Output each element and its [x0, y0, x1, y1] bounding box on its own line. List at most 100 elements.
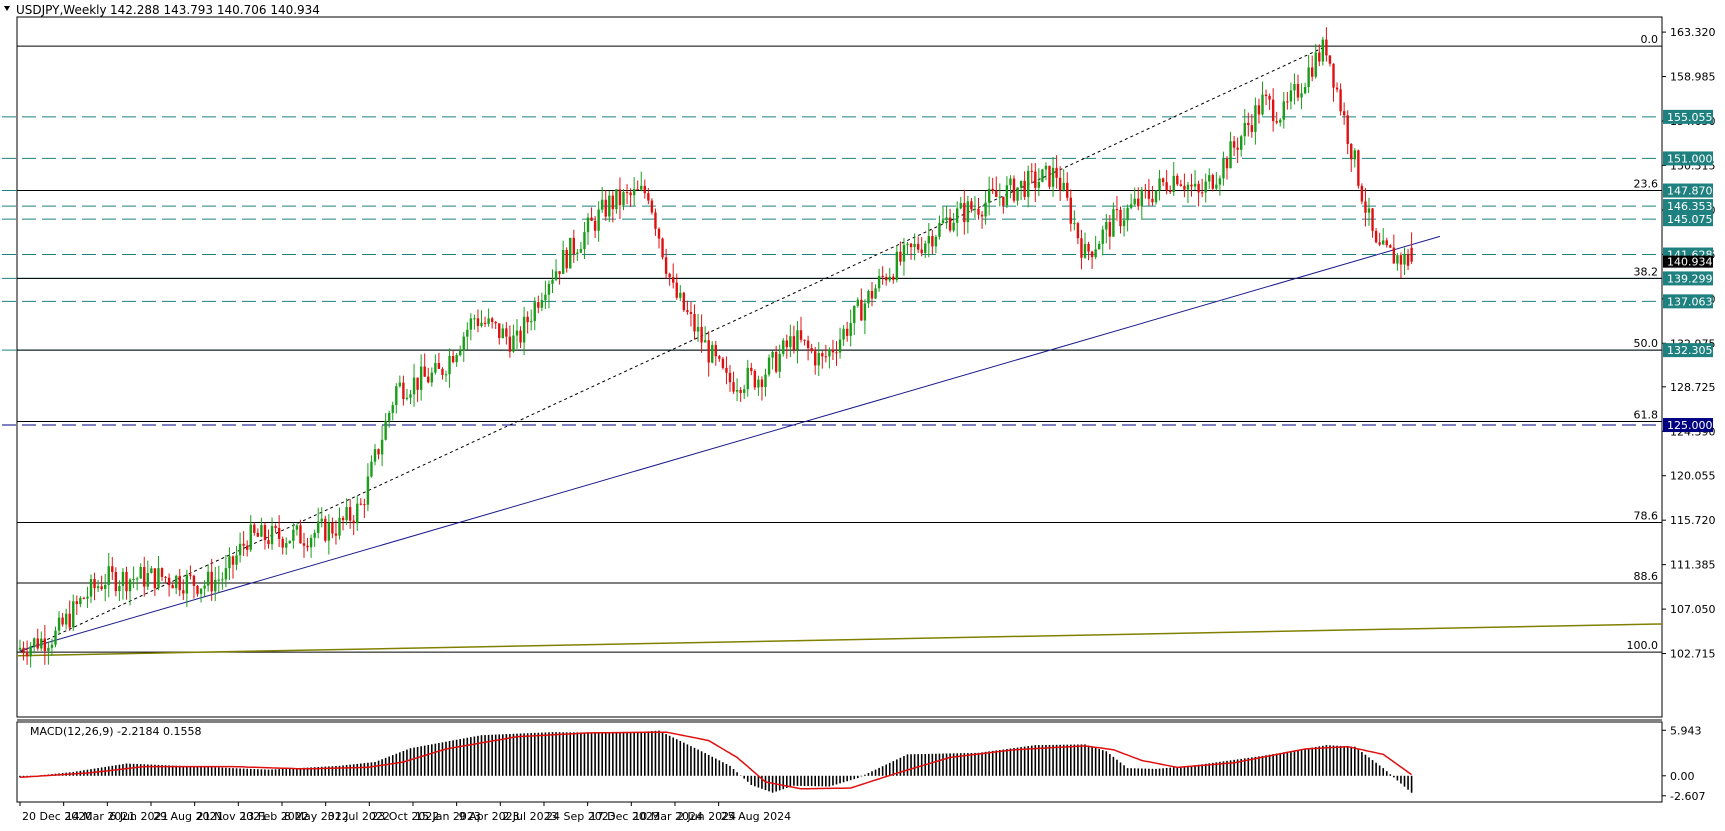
candlestick: [1208, 168, 1211, 189]
candle-body: [43, 638, 47, 651]
candle-body: [806, 340, 810, 349]
time-axis-label: 23 Oct 2022: [371, 810, 439, 823]
candle-body: [679, 292, 682, 298]
candlestick: [1161, 177, 1165, 187]
candle-body: [853, 305, 856, 324]
candle-body: [1129, 204, 1133, 208]
candlestick: [682, 291, 686, 312]
time-axis-label: 8 May 2022: [284, 810, 349, 823]
candlestick: [1012, 175, 1016, 203]
candle-body: [459, 350, 462, 356]
candle-body: [970, 201, 973, 210]
candle-body: [1321, 39, 1325, 62]
candlestick: [782, 338, 785, 357]
candlestick: [583, 222, 586, 259]
candlestick: [33, 637, 36, 654]
candle-body: [210, 571, 213, 592]
candle-body: [405, 397, 409, 400]
candle-body: [128, 579, 132, 592]
candle-body: [515, 330, 519, 336]
candlestick: [1005, 176, 1009, 209]
candle-body: [1403, 253, 1406, 265]
candlestick: [558, 271, 561, 285]
candlestick: [924, 240, 927, 258]
candle-body: [160, 568, 164, 577]
candle-body: [916, 243, 920, 250]
candle-body: [732, 382, 735, 392]
candlestick: [320, 507, 323, 528]
time-axis-label: 6 Jun 2021: [109, 810, 168, 823]
candlestick: [377, 448, 380, 460]
candlestick: [1346, 110, 1349, 155]
candle-body: [111, 566, 114, 572]
fib-label: 0.0: [1641, 33, 1659, 46]
candlestick: [586, 213, 590, 245]
candlestick: [1048, 165, 1051, 190]
candle-body: [54, 630, 57, 645]
candlestick: [1073, 210, 1076, 231]
candlestick: [1389, 244, 1392, 249]
candlestick: [1339, 83, 1342, 116]
candle-body: [388, 412, 391, 421]
candle-body: [728, 372, 732, 383]
candle-body: [519, 330, 522, 343]
candlestick: [75, 595, 78, 615]
candlestick: [1080, 229, 1083, 270]
candle-body: [707, 340, 710, 363]
candle-body: [547, 283, 551, 295]
ohlc-readout: 142.288 143.793 140.706 140.934: [110, 3, 320, 17]
candlestick: [725, 356, 728, 385]
candle-body: [735, 390, 739, 392]
candle-body: [1005, 185, 1009, 206]
candle-body: [1357, 150, 1360, 186]
candlestick: [206, 564, 210, 592]
candlestick: [118, 580, 121, 601]
candlestick: [597, 201, 600, 242]
candlestick: [1066, 172, 1069, 201]
candlestick: [388, 410, 391, 428]
candle-body: [561, 249, 565, 274]
candle-body: [1048, 165, 1051, 187]
candle-body: [33, 638, 36, 647]
candlestick: [593, 216, 597, 238]
candlestick: [150, 565, 153, 574]
candle-body: [1186, 184, 1190, 190]
candle-body: [352, 520, 355, 524]
candle-body: [1140, 189, 1143, 207]
candle-body: [1027, 170, 1030, 197]
symbol-menu-triangle-icon[interactable]: [4, 6, 10, 11]
candle-body: [356, 503, 359, 524]
candle-body: [661, 238, 664, 258]
candlestick: [867, 289, 870, 309]
candle-body: [1307, 67, 1310, 88]
candlestick: [1105, 213, 1108, 244]
candle-body: [845, 328, 849, 336]
fib-label: 50.0: [1634, 337, 1659, 350]
candlestick: [906, 242, 909, 256]
candle-body: [1161, 178, 1165, 183]
candle-body: [1169, 190, 1172, 192]
candlestick: [277, 515, 281, 548]
price-axis-label: 163.320: [1670, 26, 1716, 39]
candlestick: [79, 596, 82, 608]
candle-body: [1303, 87, 1307, 94]
candle-body: [214, 579, 217, 592]
candle-body: [505, 328, 508, 337]
candlestick: [1169, 185, 1172, 195]
candlestick: [384, 412, 387, 441]
candle-body: [810, 348, 813, 352]
candle-body: [384, 420, 387, 440]
candlestick: [288, 540, 291, 544]
candlestick: [409, 389, 412, 404]
candlestick: [828, 347, 831, 369]
candle-body: [817, 353, 820, 366]
level-tag-box: [1663, 271, 1713, 286]
candle-body: [551, 279, 554, 284]
candlestick: [707, 331, 710, 377]
candle-body: [565, 249, 568, 269]
candlestick: [853, 305, 856, 336]
candlestick: [1218, 175, 1222, 196]
candle-body: [189, 574, 192, 576]
candle-body: [895, 251, 899, 280]
candle-body: [334, 533, 338, 536]
